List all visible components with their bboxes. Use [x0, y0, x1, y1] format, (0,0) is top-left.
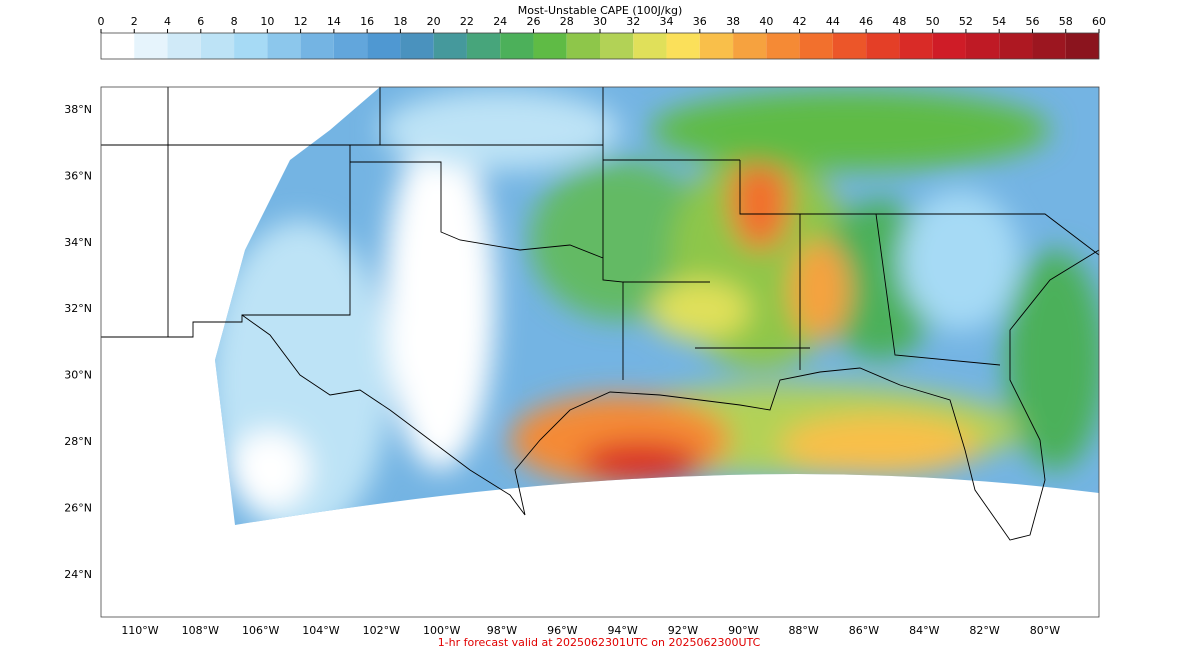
lon-label: 82°W [969, 624, 999, 637]
colorbar-tick-label: 58 [1059, 15, 1073, 28]
colorbar-swatch [533, 33, 567, 59]
colorbar-swatch [899, 33, 933, 59]
lon-label: 104°W [302, 624, 339, 637]
colorbar-title: Most-Unstable CAPE (100J/kg) [518, 4, 683, 17]
colorbar-swatch [367, 33, 401, 59]
colorbar-swatch [101, 33, 135, 59]
colorbar-tick-label: 38 [726, 15, 740, 28]
lat-label: 26°N [64, 501, 92, 514]
lon-label: 102°W [363, 624, 400, 637]
colorbar-swatch [932, 33, 966, 59]
colorbar-tick-label: 18 [393, 15, 407, 28]
colorbar-swatch [799, 33, 833, 59]
lat-label: 36°N [64, 169, 92, 182]
colorbar-swatch [965, 33, 1000, 59]
borders [101, 87, 1100, 541]
colorbar-tick-label: 48 [892, 15, 906, 28]
colorbar-tick-label: 8 [231, 15, 238, 28]
colorbar: 0 2 4 6 8 10 12 14 16 18 20 22 24 26 28 30 32 34 36 38 40 42 4… [98, 15, 1106, 60]
colorbar-tick-label: 54 [992, 15, 1006, 28]
lon-label: 108°W [182, 624, 219, 637]
colorbar-tick-label: 0 [98, 15, 105, 28]
colorbar-swatch [167, 33, 201, 59]
lon-label: 80°W [1030, 624, 1060, 637]
colorbar-tick-label: 40 [759, 15, 773, 28]
lat-label: 38°N [64, 103, 92, 116]
colorbar-swatch [200, 33, 235, 59]
colorbar-swatch [999, 33, 1033, 59]
colorbar-swatch [400, 33, 434, 59]
colorbar-tick-label: 24 [493, 15, 507, 28]
colorbar-swatch [566, 33, 600, 59]
colorbar-swatch [832, 33, 867, 59]
colorbar-tick-label: 2 [131, 15, 138, 28]
colorbar-tick-label: 50 [926, 15, 940, 28]
colorbar-swatch [300, 33, 334, 59]
lon-label: 110°W [121, 624, 158, 637]
map-axes: 38°N 36°N 34°N 32°N 30°N 28°N 26°N 24°N 110°W 108… [64, 103, 1060, 637]
lon-label: 98°W [487, 624, 517, 637]
lon-label: 90°W [728, 624, 758, 637]
colorbar-tick-label: 28 [560, 15, 574, 28]
colorbar-swatch [1065, 33, 1099, 59]
lon-label: 106°W [242, 624, 279, 637]
colorbar-swatch [433, 33, 467, 59]
colorbar-tick-label: 6 [197, 15, 204, 28]
lat-label: 32°N [64, 302, 92, 315]
lat-label: 34°N [64, 236, 92, 249]
colorbar-tick-label: 60 [1092, 15, 1106, 28]
colorbar-tick-label: 56 [1025, 15, 1039, 28]
lon-label: 94°W [607, 624, 637, 637]
colorbar-tick-label: 20 [427, 15, 441, 28]
lon-label: 100°W [423, 624, 460, 637]
colorbar-tick-label: 52 [959, 15, 973, 28]
colorbar-swatch [600, 33, 634, 59]
colorbar-tick-label: 14 [327, 15, 341, 28]
colorbar-tick-label: 42 [793, 15, 807, 28]
field-blobs [215, 90, 1099, 525]
colorbar-tick-label: 34 [660, 15, 674, 28]
colorbar-swatch [234, 33, 268, 59]
lon-label: 86°W [849, 624, 879, 637]
cape-field [215, 87, 1099, 525]
lon-label: 92°W [668, 624, 698, 637]
colorbar-swatch [134, 33, 168, 59]
colorbar-swatch [866, 33, 900, 59]
colorbar-swatch [666, 33, 700, 59]
map-frame [100, 86, 1100, 618]
colorbar-swatch [633, 33, 667, 59]
colorbar-swatch [733, 33, 767, 59]
colorbar-swatch [333, 33, 368, 59]
lat-label: 30°N [64, 369, 92, 382]
colorbar-tick-label: 16 [360, 15, 374, 28]
colorbar-swatch [267, 33, 301, 59]
colorbar-tick-label: 46 [859, 15, 873, 28]
lon-label: 96°W [547, 624, 577, 637]
colorbar-tick-label: 26 [526, 15, 540, 28]
colorbar-tick-label: 22 [460, 15, 474, 28]
lon-label: 84°W [909, 624, 939, 637]
forecast-footer: 1-hr forecast valid at 2025062301UTC on … [438, 636, 761, 649]
colorbar-swatch [699, 33, 734, 59]
colorbar-swatch [500, 33, 534, 59]
colorbar-tick-label: 12 [294, 15, 308, 28]
colorbar-swatch [1032, 33, 1066, 59]
colorbar-swatch [766, 33, 800, 59]
colorbar-tick-label: 30 [593, 15, 607, 28]
colorbar-swatch [466, 33, 501, 59]
lat-label: 28°N [64, 435, 92, 448]
lat-label: 24°N [64, 568, 92, 581]
lon-label: 88°W [788, 624, 818, 637]
colorbar-tick-label: 44 [826, 15, 840, 28]
colorbar-tick-label: 36 [693, 15, 707, 28]
colorbar-tick-label: 32 [626, 15, 640, 28]
colorbar-tick-label: 10 [260, 15, 274, 28]
colorbar-tick-label: 4 [164, 15, 171, 28]
